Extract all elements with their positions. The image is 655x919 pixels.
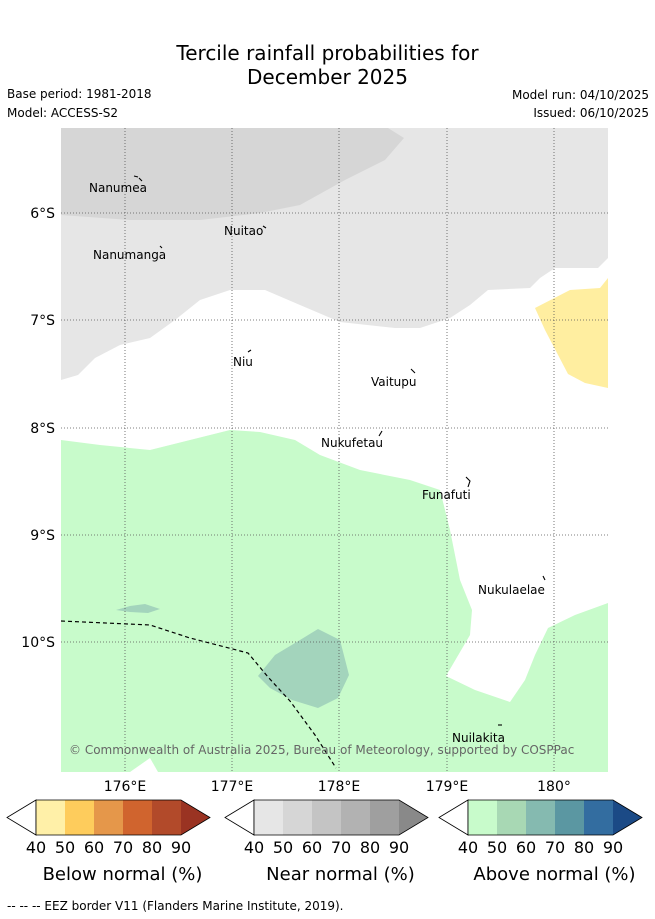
map-title-line1: Tercile rainfall probabilities for	[176, 41, 479, 65]
colorbar-segment	[341, 800, 370, 835]
colorbar-title: Above normal (%)	[473, 864, 635, 885]
colorbar-tick-label: 90	[603, 838, 623, 857]
island-label-nuilakita: Nuilakita	[452, 731, 505, 745]
colorbar-tick-label: 70	[113, 838, 133, 857]
colorbar-0: 40 50 60 70 80 90 Below normal (%)	[6, 799, 211, 885]
island-labels: Nanumea Nuitao Nanumanga Niu Vaitupu Nuk…	[89, 181, 545, 745]
lat-label: 8°S	[30, 421, 55, 437]
lat-label: 7°S	[30, 313, 55, 329]
colorbar-segment	[94, 800, 123, 835]
lon-label: 178°E	[318, 779, 361, 795]
colorbar-lower-extension	[438, 799, 469, 836]
colorbar-segment	[468, 800, 497, 835]
island-label-nanumanga: Nanumanga	[93, 248, 166, 262]
colorbar-segment	[123, 800, 152, 835]
eez-footnote: -- -- -- EEZ border V11 (Flanders Marine…	[7, 899, 344, 913]
below-normal-region	[535, 278, 608, 388]
colorbar-segment	[36, 800, 65, 835]
colorbar-lower-extension	[6, 799, 37, 836]
colorbar-tick-label: 50	[273, 838, 293, 857]
colorbar-segment	[370, 800, 399, 835]
colorbar-tick-label: 70	[545, 838, 565, 857]
island-label-vaitupu: Vaitupu	[371, 375, 417, 389]
island-label-nanumea: Nanumea	[89, 181, 147, 195]
lon-label: 177°E	[211, 779, 254, 795]
colorbar-tick-label: 50	[55, 838, 75, 857]
colorbar-2: 40 50 60 70 80 90 Above normal (%)	[438, 799, 643, 885]
island-label-nukufetau: Nukufetau	[321, 436, 383, 450]
colorbar-tick-label: 40	[244, 838, 264, 857]
colorbar-segment	[65, 800, 94, 835]
lon-label: 180°	[537, 779, 571, 795]
colorbar-tick-label: 60	[302, 838, 322, 857]
colorbar-segment	[497, 800, 526, 835]
colorbar-upper-extension	[181, 800, 210, 835]
colorbar-upper-extension	[399, 800, 428, 835]
colorbar-outline	[35, 799, 211, 836]
above-normal-region	[61, 430, 608, 772]
island-label-niu: Niu	[233, 355, 253, 369]
lat-label: 10°S	[21, 635, 55, 651]
issued-date: Issued: 06/10/2025	[533, 106, 649, 120]
longitude-labels: 176°E 177°E 178°E 179°E 180°	[104, 779, 571, 795]
latitude-labels: 6°S 7°S 8°S 9°S 10°S	[21, 206, 55, 651]
colorbar-1: 40 50 60 70 80 90 Near normal (%)	[224, 799, 429, 885]
colorbar-title: Below normal (%)	[43, 864, 203, 885]
colorbar-segment	[254, 800, 283, 835]
above-normal-patch	[116, 604, 160, 613]
colorbar-segment	[526, 800, 555, 835]
island-label-nuitao: Nuitao	[224, 224, 263, 238]
base-period: Base period: 1981-2018	[7, 87, 152, 101]
colorbar-tick-label: 90	[389, 838, 409, 857]
colorbar-tick-label: 60	[84, 838, 104, 857]
colorbar-tick-label: 40	[26, 838, 46, 857]
colorbar-tick-label: 40	[458, 838, 478, 857]
eez-border	[60, 620, 337, 769]
lon-label: 179°E	[426, 779, 469, 795]
colorbar-tick-label: 90	[171, 838, 191, 857]
lat-label: 9°S	[30, 528, 55, 544]
colorbar-segment	[555, 800, 584, 835]
island-label-nukulaelae: Nukulaelae	[478, 583, 545, 597]
map-title-line2: December 2025	[247, 65, 408, 89]
near-normal-region-strong	[61, 128, 404, 220]
model-run: Model run: 04/10/2025	[511, 88, 649, 102]
model-name: Model: ACCESS-S2	[7, 106, 119, 120]
colorbar-title: Near normal (%)	[266, 864, 415, 885]
colorbar-lower-extension	[224, 799, 255, 836]
colorbar-segment	[584, 800, 613, 835]
above-normal-region-strong	[258, 629, 349, 708]
island-label-funafuti: Funafuti	[422, 488, 471, 502]
colorbar-segment	[283, 800, 312, 835]
colorbar-tick-label: 80	[360, 838, 380, 857]
island-shapes	[133, 175, 546, 726]
colorbar-tick-label: 50	[487, 838, 507, 857]
colorbar-outline	[253, 799, 429, 836]
colorbar-tick-label: 80	[574, 838, 594, 857]
colorbar-legends: 40 50 60 70 80 90 Below normal (%) 40 50 60 70 80 90…	[6, 799, 643, 885]
colorbar-outline	[467, 799, 643, 836]
colorbar-segment	[312, 800, 341, 835]
white-pocket	[130, 758, 158, 772]
probability-regions	[61, 128, 608, 772]
colorbar-tick-label: 70	[331, 838, 351, 857]
credit-text: © Commonwealth of Australia 2025, Bureau…	[69, 743, 574, 757]
colorbar-tick-label: 80	[142, 838, 162, 857]
gridlines	[61, 128, 608, 772]
colorbar-upper-extension	[613, 800, 642, 835]
colorbar-tick-label: 60	[516, 838, 536, 857]
lat-label: 6°S	[30, 206, 55, 222]
colorbar-segment	[152, 800, 181, 835]
lon-label: 176°E	[104, 779, 147, 795]
